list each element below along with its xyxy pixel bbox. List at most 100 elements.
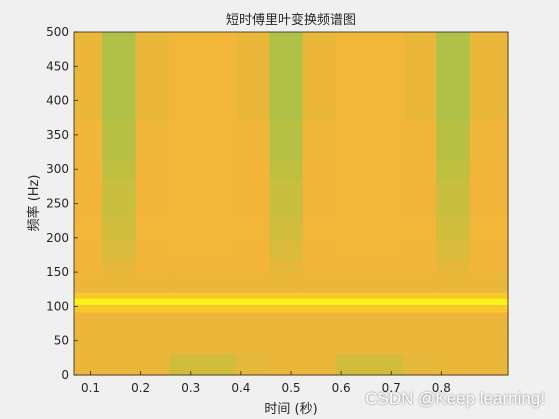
heatmap-cell <box>135 316 170 334</box>
heatmap-cell <box>102 311 137 318</box>
heatmap-cell <box>436 239 471 261</box>
heatmap-cell <box>169 259 237 273</box>
heatmap-cell <box>402 304 437 313</box>
heatmap-cell <box>402 332 437 355</box>
heatmap-cell <box>135 259 170 273</box>
heatmap-cell <box>436 217 471 241</box>
heatmap-cell <box>436 304 471 313</box>
heatmap-cell <box>269 304 304 313</box>
heatmap-cell <box>436 259 471 273</box>
heatmap-cell <box>169 332 237 355</box>
x-tick-label: 0.5 <box>281 381 300 395</box>
heatmap-cell <box>436 298 471 305</box>
heatmap-cell <box>235 32 271 120</box>
heatmap-cell <box>469 217 509 241</box>
heatmap-cell <box>302 259 337 273</box>
heatmap-cell <box>469 298 509 305</box>
heatmap-cell <box>402 272 437 293</box>
heatmap-cell <box>102 304 137 313</box>
y-tick-label: 450 <box>46 59 69 73</box>
y-axis-ticks: 0 50 100 150 200 250 300 350 400 450 500 <box>46 25 78 382</box>
heatmap-cell <box>235 272 271 293</box>
heatmap-cell <box>169 298 237 305</box>
heatmap-cell <box>469 291 509 299</box>
heatmap-cell <box>269 32 304 120</box>
heatmap-cell <box>135 217 170 241</box>
heatmap-cell <box>135 180 170 219</box>
heatmap-cell <box>469 32 509 120</box>
heatmap-cell <box>302 180 337 219</box>
heatmap-cell <box>269 272 304 293</box>
heatmap-cell <box>302 311 337 318</box>
heatmap-cell <box>469 332 509 355</box>
heatmap-cell <box>74 272 103 293</box>
y-tick-label: 400 <box>46 94 69 108</box>
heatmap-cell <box>269 353 304 376</box>
heatmap-cell <box>102 239 137 261</box>
x-tick-label: 0.7 <box>382 381 401 395</box>
heatmap-cell <box>402 119 437 161</box>
heatmap-cell <box>302 298 337 305</box>
heatmap-cell <box>436 119 471 161</box>
heatmap-cell <box>74 239 103 261</box>
heatmap-cell <box>135 311 170 318</box>
heatmap-cell <box>402 298 437 305</box>
heatmap-cell <box>336 298 404 305</box>
heatmap-cell <box>269 332 304 355</box>
heatmap-cell <box>169 217 237 241</box>
heatmap-cell <box>469 311 509 318</box>
heatmap-cell <box>135 332 170 355</box>
heatmap-cell <box>269 217 304 241</box>
heatmap-cell <box>269 160 304 181</box>
y-tick-label: 0 <box>61 368 69 382</box>
heatmap-cell <box>74 304 103 313</box>
heatmap-cell <box>102 353 137 376</box>
heatmap-cell <box>469 272 509 293</box>
heatmap-cell <box>402 311 437 318</box>
x-tick-label: 0.4 <box>231 381 250 395</box>
heatmap-cell <box>169 316 237 334</box>
heatmap-cell <box>169 291 237 299</box>
heatmap-cell <box>102 217 137 241</box>
heatmap-cell <box>269 259 304 273</box>
heatmap-cell <box>169 272 237 293</box>
heatmap-cell <box>402 160 437 181</box>
heatmap-cell <box>235 259 271 273</box>
heatmap-cell <box>469 304 509 313</box>
heatmap-cell <box>235 239 271 261</box>
heatmap-cell <box>402 239 437 261</box>
heatmap-cell <box>302 217 337 241</box>
heatmap-cell <box>74 316 103 334</box>
y-tick-label: 50 <box>54 334 69 348</box>
heatmap-cell <box>336 353 404 376</box>
heatmap-cell <box>336 259 404 273</box>
heatmap-cell <box>235 160 271 181</box>
heatmap-cell <box>302 291 337 299</box>
heatmap-cell <box>74 160 103 181</box>
heatmap-cell <box>235 304 271 313</box>
y-tick-label: 250 <box>46 197 69 211</box>
y-tick-label: 200 <box>46 231 69 245</box>
heatmap-cell <box>336 180 404 219</box>
y-tick-label: 100 <box>46 299 69 313</box>
heatmap-cell <box>102 272 137 293</box>
heatmap-cell <box>135 353 170 376</box>
heatmap-cell <box>235 316 271 334</box>
heatmap-cell <box>169 353 237 376</box>
x-axis-ticks: 0.1 0.2 0.3 0.4 0.5 0.6 0.7 0.8 <box>81 371 451 395</box>
heatmap-cell <box>302 304 337 313</box>
heatmap-cell <box>402 180 437 219</box>
heatmap-cell <box>102 259 137 273</box>
heatmap-cell <box>402 291 437 299</box>
y-tick-label: 300 <box>46 162 69 176</box>
heatmap-cell <box>336 119 404 161</box>
heatmap-cell <box>235 217 271 241</box>
heatmap-cell <box>336 291 404 299</box>
heatmap-cell <box>74 311 103 318</box>
heatmap-cell <box>436 353 471 376</box>
heatmap-cell <box>102 32 137 120</box>
heatmap-cell <box>169 32 237 120</box>
heatmap-cell <box>336 239 404 261</box>
y-tick-label: 350 <box>46 128 69 142</box>
